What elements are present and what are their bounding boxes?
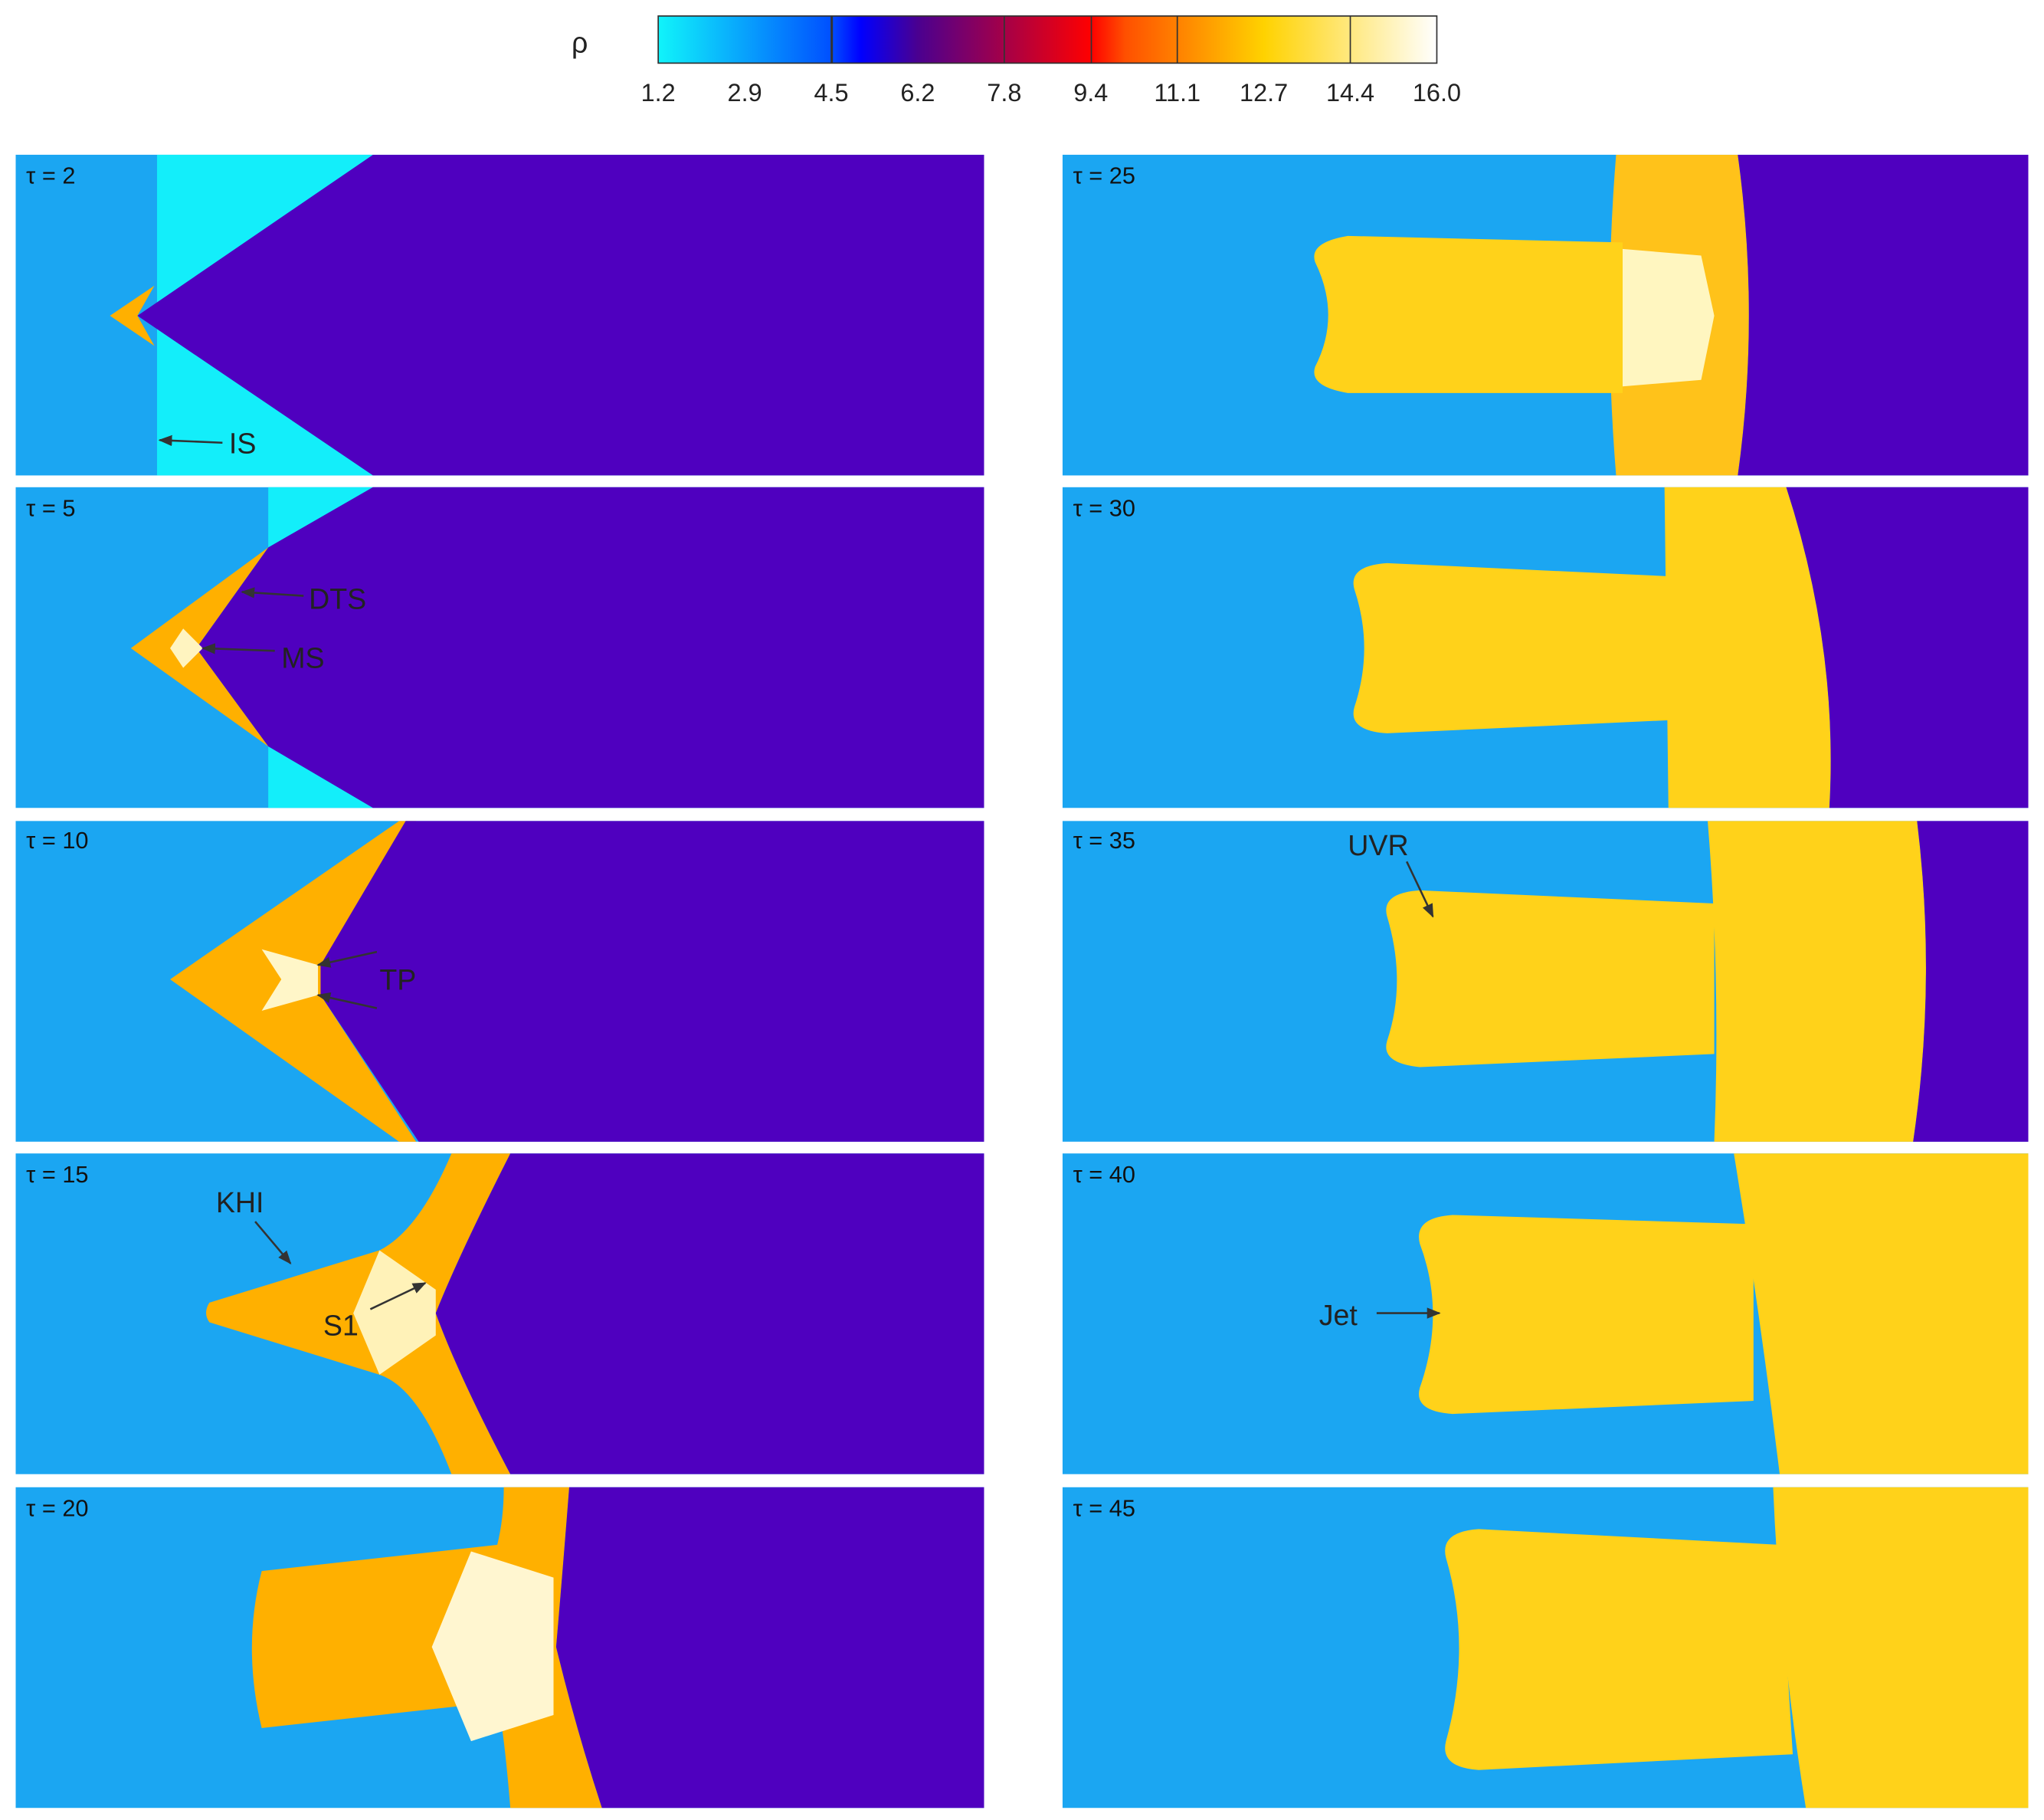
panel [15,1487,984,1809]
colorbar-tick-label: 16.0 [1413,79,1461,107]
panel-label: τ = 20 [26,1494,88,1521]
panel-label: τ = 35 [1073,827,1135,854]
panel-label: τ = 15 [26,1161,88,1188]
panel [15,487,984,808]
panel [15,821,984,1142]
panel-label: τ = 45 [1073,1494,1135,1521]
annotation: TP [379,964,416,996]
panel-label: τ = 5 [26,494,75,521]
annotation: MS [281,642,324,674]
colorbar-tick-label: 4.5 [814,79,848,107]
panel-label: τ = 30 [1073,494,1135,521]
panel [1062,1153,2029,1474]
colorbar-tick-label: 12.7 [1240,79,1288,107]
panel [15,154,984,476]
annotation: S1 [323,1310,359,1342]
panel-label: τ = 2 [26,162,75,189]
colorbar-gradient [657,15,1438,64]
panel [1062,487,2029,808]
colorbar: ρ 1.2 2.9 4.5 6.2 7.8 9.4 11.1 12.7 14.4 16.0 [572,15,1461,107]
panel-label: τ = 25 [1073,162,1135,189]
colorbar-tick-label: 7.8 [987,79,1021,107]
panel [1062,821,2029,1142]
panel [1062,154,2029,476]
panel [1062,1487,2029,1809]
annotation: KHI [216,1186,264,1218]
annotation: DTS [309,583,366,615]
panel-label: τ = 10 [26,827,88,854]
colorbar-tick-label: 6.2 [900,79,935,107]
panel-label: τ = 40 [1073,1161,1135,1188]
colorbar-tick-label: 1.2 [641,79,676,107]
annotation: UVR [1348,829,1408,861]
colorbar-tick-label: 2.9 [728,79,762,107]
panel [15,1153,984,1474]
annotation: Jet [1319,1299,1358,1331]
colorbar-ticks: 1.2 2.9 4.5 6.2 7.8 9.4 11.1 12.7 14.4 16.0 [641,15,1461,107]
labels: τ = 2 τ = 5 τ = 10 τ = 15 τ = 20 τ = 25 … [26,162,1408,1522]
colorbar-tick-label: 9.4 [1073,79,1108,107]
colorbar-tick-label: 14.4 [1326,79,1374,107]
panels [15,154,2029,1809]
colorbar-label: ρ [572,27,588,59]
annotation: IS [229,427,257,459]
colorbar-tick-label: 11.1 [1154,79,1201,107]
